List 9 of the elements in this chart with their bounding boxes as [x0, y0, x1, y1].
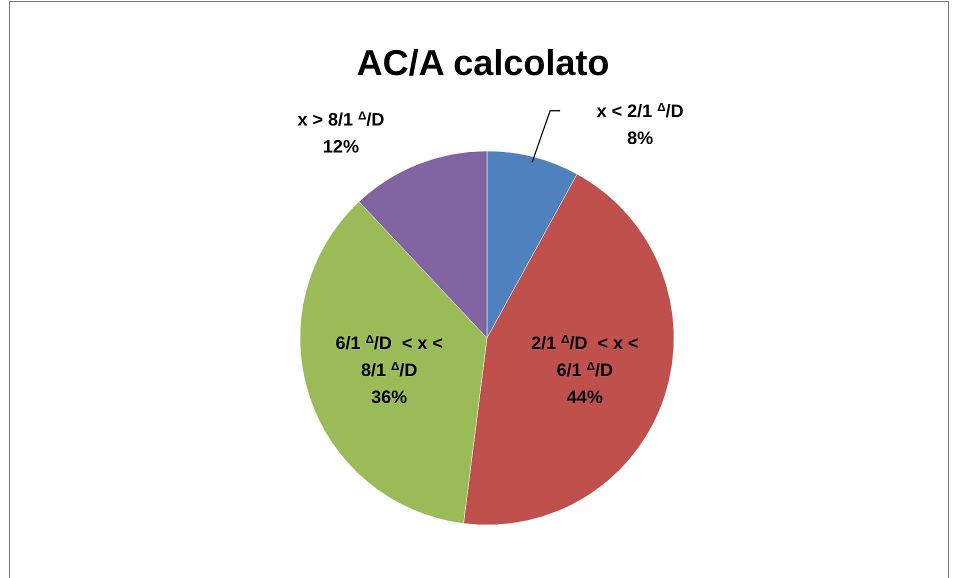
slice-label: x < 2/1 $^{Δ}$/D [596, 100, 684, 121]
slice-label: 6/1 $^{Δ}$/D < x < 8/1 $^{Δ}$/D [335, 332, 443, 380]
data-label: 8% [627, 128, 654, 148]
chart-title: AC/A calcolato [356, 42, 610, 83]
data-label: 44% [566, 386, 603, 407]
slice-label: 2/1 $^{Δ}$/D < x < 6/1 $^{Δ}$/D [531, 332, 639, 380]
slice-label: x > 8/1 $^{Δ}$/D [297, 108, 384, 130]
data-label: 36% [371, 386, 408, 407]
data-label: 12% [322, 136, 359, 156]
